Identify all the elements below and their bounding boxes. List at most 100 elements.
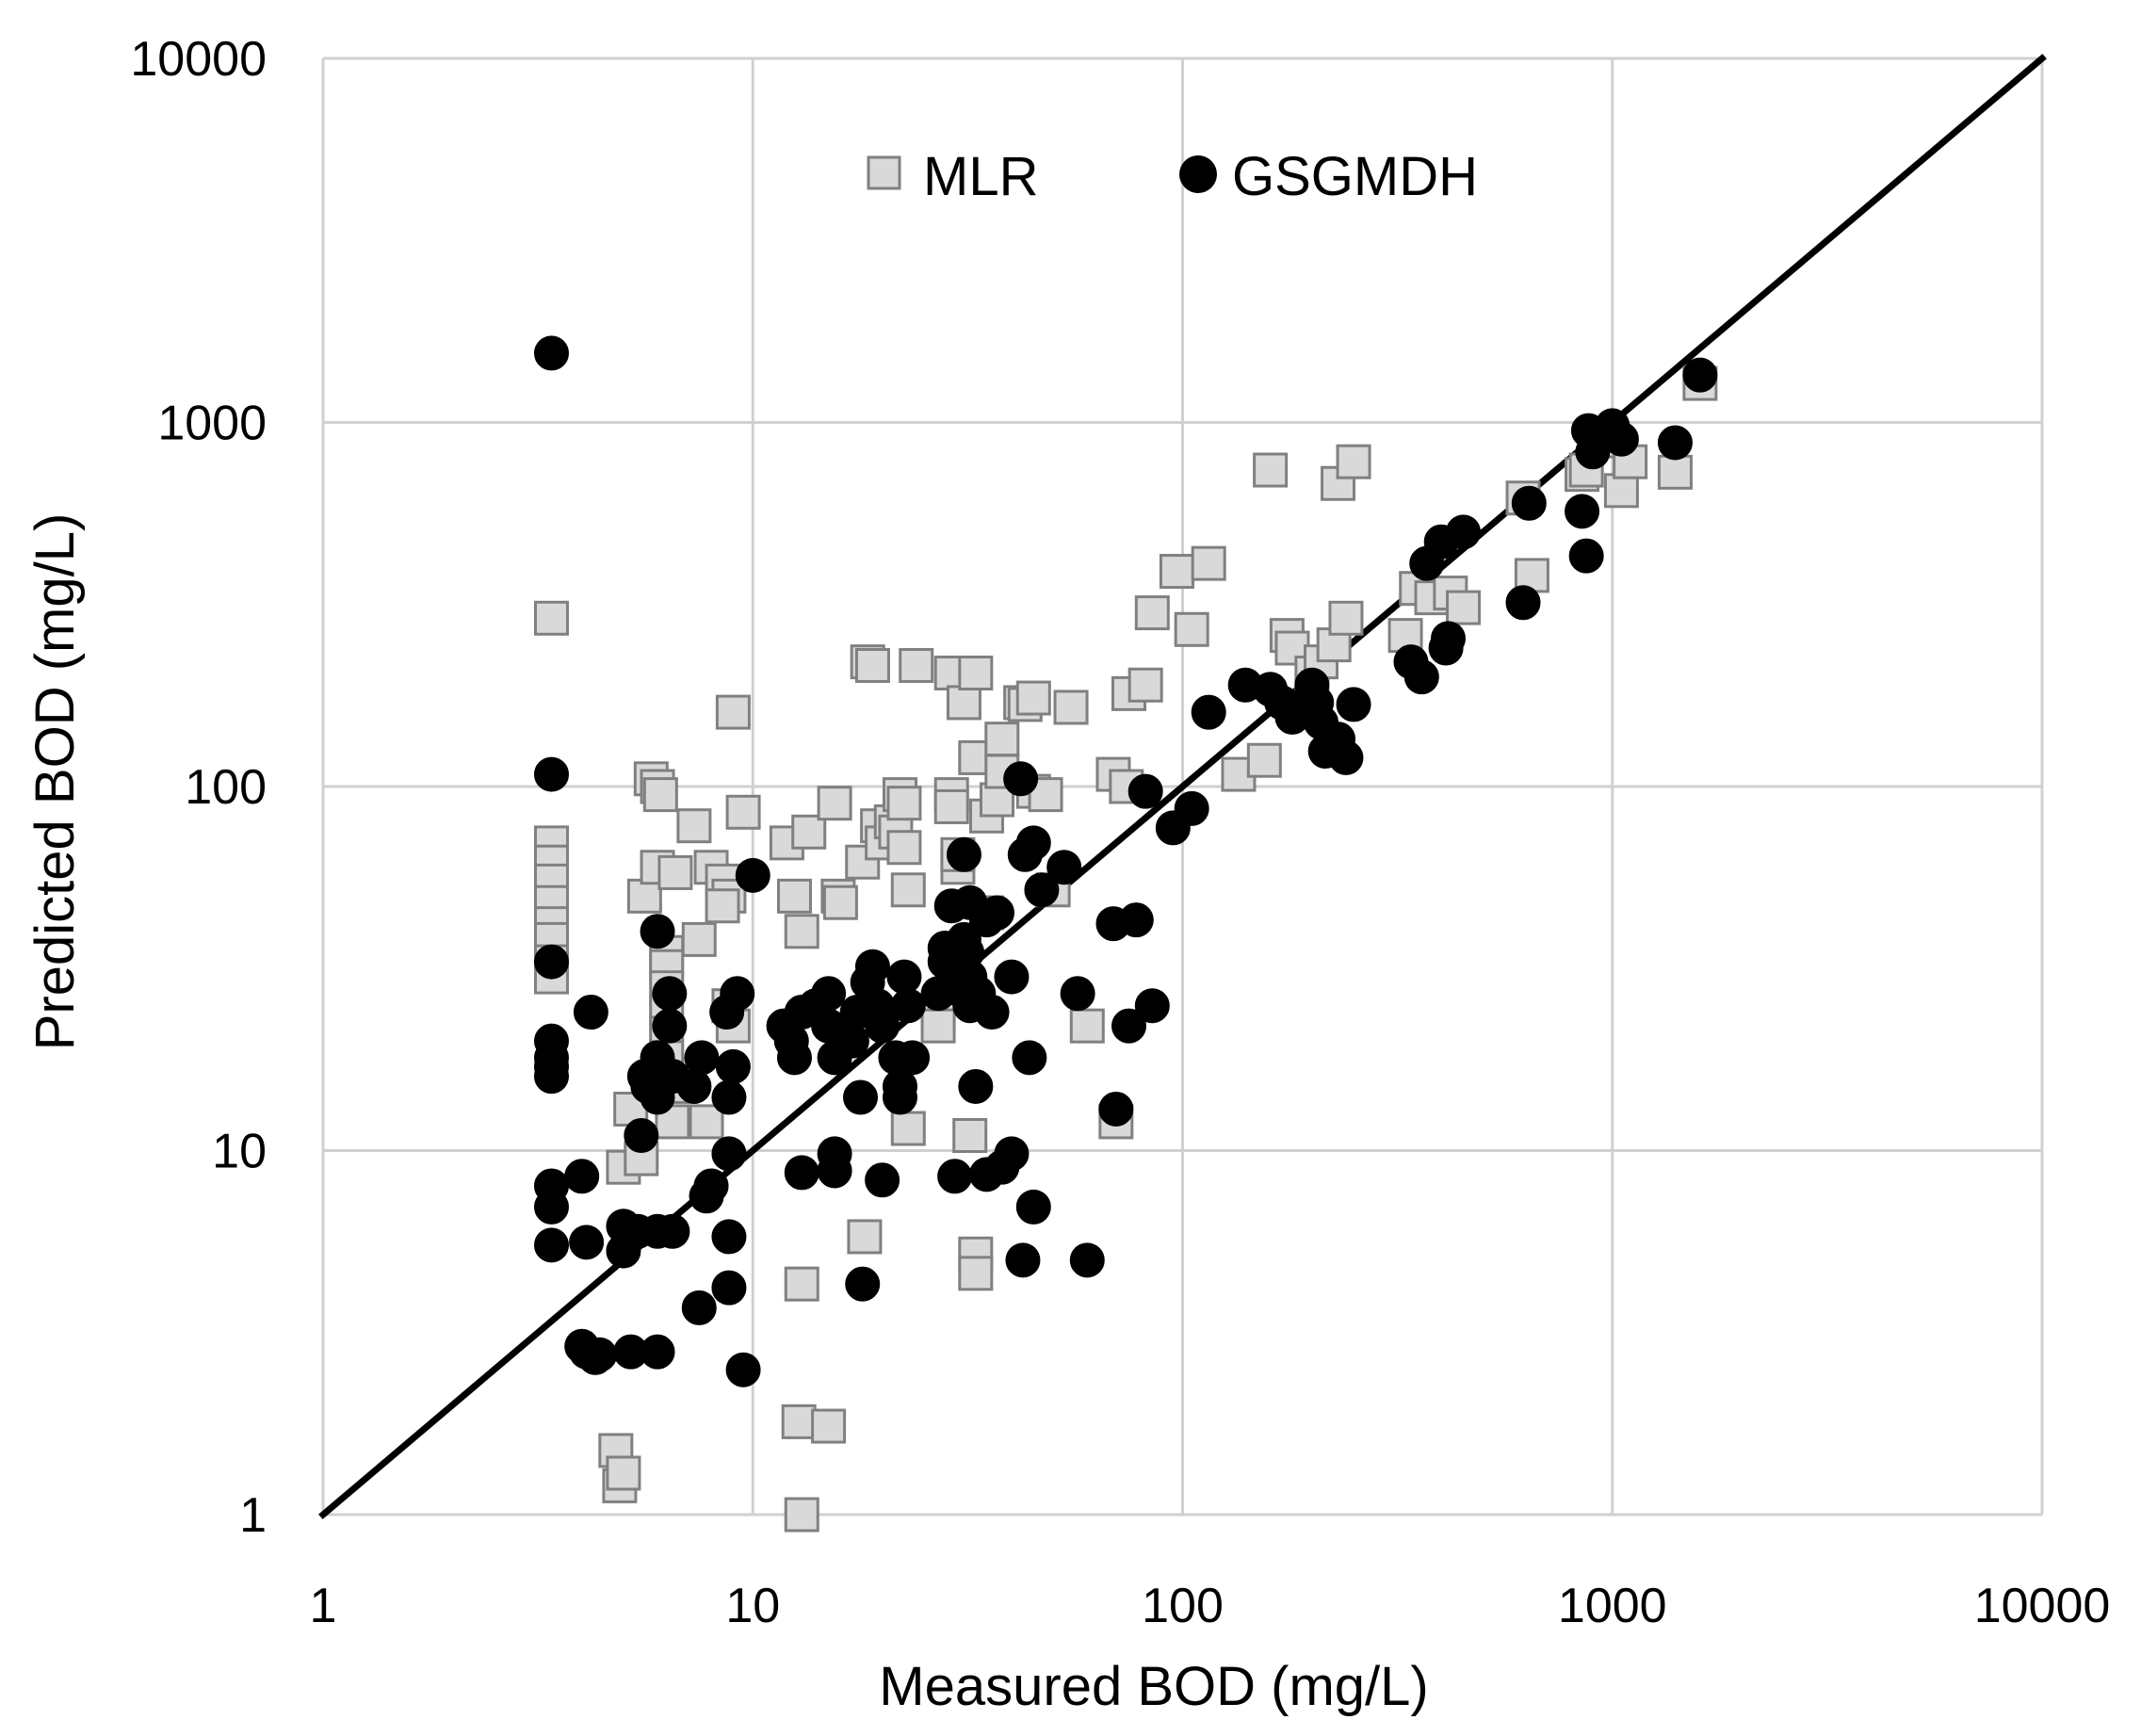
gsgmdh-point — [1603, 421, 1639, 457]
mlr-point — [1053, 690, 1089, 725]
gsgmdh-point — [652, 976, 688, 1012]
mlr-point — [847, 1219, 883, 1255]
gsgmdh-point — [865, 1162, 900, 1198]
gsgmdh-point — [655, 1213, 690, 1249]
legend-mlr-marker — [867, 155, 901, 190]
legend-gsgmdh-label: GSGMDH — [1232, 146, 1478, 207]
gsgmdh-point — [979, 895, 1014, 931]
mlr-point — [845, 844, 881, 880]
gsgmdh-point — [834, 1023, 869, 1059]
gsgmdh-point — [684, 1040, 720, 1076]
gsgmdh-point — [1060, 976, 1095, 1012]
mlr-point — [899, 648, 934, 684]
gsgmdh-point — [1118, 902, 1154, 938]
gsgmdh-point — [784, 1155, 819, 1191]
mlr-point — [705, 888, 740, 924]
tick-labels: 1 10 100 1000 10000 1 10 100 1000 10000 — [130, 32, 2110, 1633]
gsgmdh-point — [533, 1059, 569, 1095]
gsgmdh-point — [974, 995, 1010, 1030]
gsgmdh-point — [735, 857, 770, 893]
gsgmdh-point — [711, 1136, 747, 1172]
gsgmdh-point — [676, 1068, 712, 1104]
gsgmdh-point — [681, 1290, 717, 1325]
gsgmdh-point — [1174, 790, 1209, 826]
gsgmdh-point — [1505, 585, 1541, 621]
mlr-point — [920, 1008, 956, 1044]
gsgmdh-point — [1565, 494, 1600, 529]
x-tick-label: 10000 — [1974, 1579, 2111, 1633]
gsgmdh-point — [640, 1334, 675, 1370]
gsgmdh-point — [1012, 1040, 1047, 1076]
x-tick-label: 1 — [310, 1579, 337, 1633]
mlr-point — [725, 794, 761, 830]
gsgmdh-point — [1328, 739, 1364, 775]
mlr-point — [1328, 600, 1364, 636]
mlr-point — [626, 878, 662, 914]
mlr-point — [657, 854, 693, 890]
gsgmdh-point — [845, 1266, 881, 1302]
gsgmdh-point — [1682, 357, 1718, 393]
gsgmdh-point — [937, 1159, 973, 1194]
gsgmdh-point — [890, 988, 926, 1024]
gsgmdh-point — [994, 1136, 1030, 1172]
mlr-point — [984, 722, 1020, 757]
mlr-point — [1253, 452, 1289, 488]
gsgmdh-point — [573, 995, 608, 1030]
mlr-point — [715, 694, 751, 730]
mlr-point — [822, 884, 858, 920]
mlr-point — [890, 872, 926, 908]
gsgmdh-point — [564, 1159, 600, 1194]
gsgmdh-point — [640, 914, 675, 949]
gsgmdh-point — [1568, 538, 1604, 574]
gsgmdh-point — [652, 1008, 688, 1044]
legend: MLR GSGMDH — [867, 146, 1478, 207]
mlr-point — [1246, 742, 1282, 778]
gsgmdh-point — [811, 976, 847, 1012]
gsgmdh-point — [895, 1040, 931, 1076]
gsgmdh-point — [1024, 872, 1060, 908]
gsgmdh-point — [1336, 687, 1371, 722]
gsgmdh-point — [533, 1227, 569, 1263]
mlr-point — [776, 878, 812, 914]
mlr-point — [854, 648, 890, 684]
gsgmdh-point — [693, 1168, 729, 1204]
mlr-point — [1159, 554, 1194, 590]
gsgmdh-point — [711, 1219, 747, 1255]
mlr-point — [1134, 595, 1170, 631]
gsgmdh-point — [1003, 761, 1039, 797]
mlr-point — [784, 914, 819, 949]
gsgmdh-point — [582, 1337, 618, 1372]
mlr-point — [1446, 590, 1482, 625]
gsgmdh-point — [624, 1118, 659, 1154]
one-to-one-line — [318, 54, 2047, 1519]
mlr-point — [1174, 611, 1209, 647]
mlr-point — [784, 1497, 819, 1533]
mlr-point — [1191, 545, 1226, 581]
gsgmdh-point — [715, 1048, 751, 1084]
mlr-point — [1336, 444, 1371, 479]
legend-mlr-label: MLR — [923, 146, 1038, 207]
x-axis-title: Measured BOD (mg/L) — [879, 1656, 1428, 1717]
mlr-point — [817, 786, 852, 821]
gsgmdh-point — [533, 944, 569, 980]
mlr-point — [1015, 680, 1051, 716]
gsgmdh-point — [533, 335, 569, 371]
mlr-point — [681, 921, 717, 957]
gsgmdh-point — [854, 949, 890, 984]
gsgmdh-point — [725, 1352, 761, 1387]
gsgmdh-point — [533, 1189, 569, 1225]
gsgmdh-point — [843, 1079, 879, 1115]
gsgmdh-point — [946, 836, 981, 872]
gsgmdh-point — [1046, 850, 1082, 885]
gsgmdh-point — [886, 959, 922, 995]
gsgmdh-point — [569, 1225, 605, 1260]
gsgmdh-point — [1430, 621, 1466, 657]
gsgmdh-series — [533, 335, 1718, 1387]
mlr-point — [791, 814, 827, 850]
mlr-point — [811, 1408, 847, 1444]
y-tick-label: 1000 — [157, 397, 267, 451]
mlr-point — [933, 788, 969, 824]
x-tick-label: 10 — [725, 1579, 780, 1633]
mlr-point — [890, 1111, 926, 1146]
